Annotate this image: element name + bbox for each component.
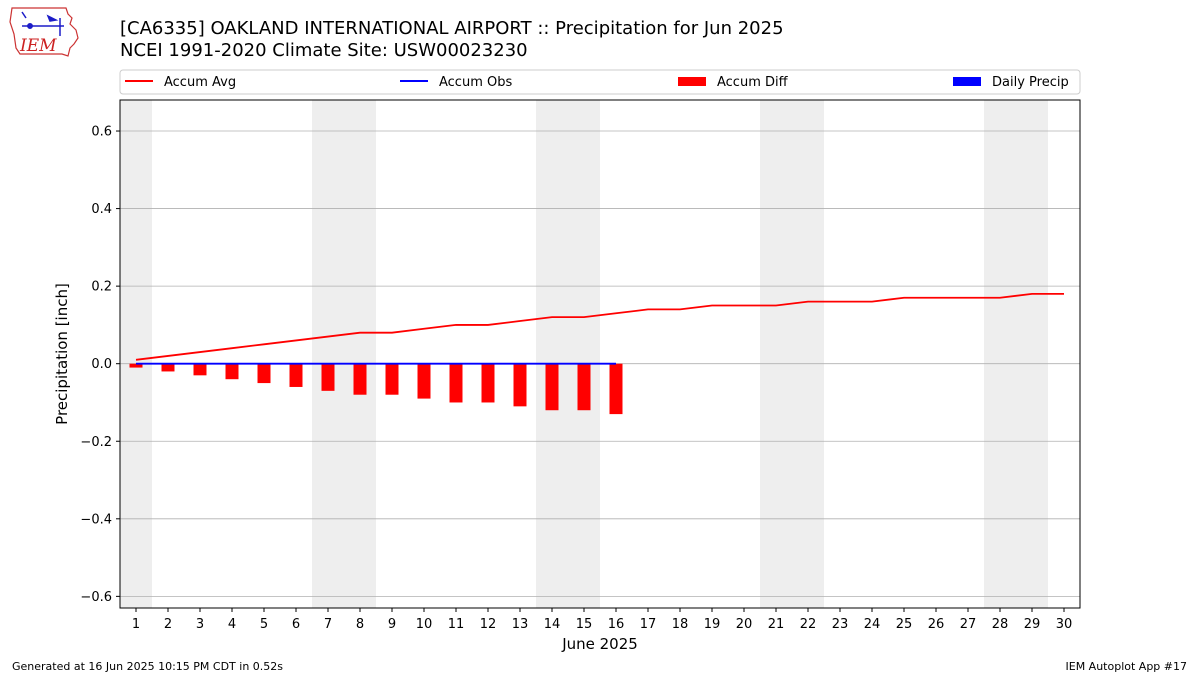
app-label: IEM Autoplot App #17 <box>1065 660 1188 673</box>
y-axis-ticks: −0.6 −0.4 −0.2 0.0 0.2 0.4 0.6 <box>80 125 120 605</box>
legend-label-3: Daily Precip <box>992 75 1069 90</box>
x-tick-label-3: 3 <box>196 617 204 632</box>
y-tick-label-6: 0.6 <box>91 125 112 140</box>
accum-diff-bar-5 <box>257 363 271 384</box>
x-tick-label-7: 7 <box>324 617 332 632</box>
accum-diff-bar-3 <box>193 363 207 376</box>
accum-diff-bar-4 <box>225 363 239 380</box>
plot-frame <box>119 99 1081 609</box>
y-tick-label-0: −0.6 <box>80 590 112 605</box>
legend-box <box>119 69 1081 95</box>
accum-diff-bar-6 <box>289 363 303 387</box>
y-tick-label-3: 0.0 <box>91 357 112 372</box>
x-tick-label-15: 15 <box>576 617 593 632</box>
iem-logo-icon: IEM <box>9 7 79 57</box>
x-tick-label-1: 1 <box>132 617 140 632</box>
x-tick-label-14: 14 <box>544 617 561 632</box>
x-tick-label-12: 12 <box>480 617 497 632</box>
accum-diff-bar-8 <box>353 363 367 395</box>
legend: Accum Avg Accum Obs Accum Diff Daily Precip <box>119 69 1081 95</box>
y-tick-label-1: −0.4 <box>80 512 112 527</box>
x-tick-label-25: 25 <box>896 617 913 632</box>
accum-diff-bar-1 <box>129 363 143 368</box>
x-tick-label-24: 24 <box>864 617 881 632</box>
accum-diff-bar-14 <box>545 363 559 411</box>
y-tick-label-5: 0.4 <box>91 202 112 217</box>
x-tick-label-21: 21 <box>768 617 785 632</box>
x-tick-label-4: 4 <box>228 617 236 632</box>
accum-diff-bar-15 <box>577 363 591 411</box>
logo-text: IEM <box>19 36 57 56</box>
x-tick-label-6: 6 <box>292 617 300 632</box>
x-tick-label-28: 28 <box>992 617 1009 632</box>
x-tick-label-30: 30 <box>1056 617 1073 632</box>
x-tick-label-29: 29 <box>1024 617 1041 632</box>
x-tick-label-16: 16 <box>608 617 625 632</box>
x-tick-label-8: 8 <box>356 617 364 632</box>
series-lines <box>135 292 1064 365</box>
x-tick-label-20: 20 <box>736 617 753 632</box>
x-tick-label-17: 17 <box>640 617 657 632</box>
accum-avg-line <box>135 292 1064 361</box>
x-tick-label-23: 23 <box>832 617 849 632</box>
y-axis-label: Precipitation [inch] <box>53 283 71 425</box>
x-tick-label-22: 22 <box>800 617 817 632</box>
accum-diff-bar-13 <box>513 363 527 407</box>
legend-label-2: Accum Diff <box>717 75 789 90</box>
x-tick-label-26: 26 <box>928 617 945 632</box>
accum-diff-bar-7 <box>321 363 335 391</box>
weekend-band-4 <box>984 100 1048 608</box>
diff-bars <box>129 363 623 415</box>
x-axis-label: June 2025 <box>561 635 638 653</box>
weekend-shading <box>120 100 1048 608</box>
legend-swatch-3 <box>953 77 981 86</box>
weekend-band-2 <box>536 100 600 608</box>
x-axis-ticks: 1 2 3 4 5 6 7 8 9 10 11 12 13 14 15 16 17 18 19 20 21 22 23 24 2… <box>132 608 1072 632</box>
y-tick-label-4: 0.2 <box>91 280 112 295</box>
x-tick-label-11: 11 <box>448 617 465 632</box>
legend-swatch-2 <box>678 77 706 86</box>
accum-diff-bar-16 <box>609 363 623 415</box>
x-tick-label-5: 5 <box>260 617 268 632</box>
x-tick-label-2: 2 <box>164 617 172 632</box>
accum-diff-bar-2 <box>161 363 175 372</box>
x-tick-label-19: 19 <box>704 617 721 632</box>
weekend-band-0 <box>120 100 152 608</box>
accum-diff-bar-11 <box>449 363 463 403</box>
accum-diff-bar-10 <box>417 363 431 399</box>
x-tick-label-9: 9 <box>388 617 396 632</box>
x-tick-label-10: 10 <box>416 617 433 632</box>
x-tick-label-18: 18 <box>672 617 689 632</box>
x-tick-label-27: 27 <box>960 617 977 632</box>
x-tick-label-13: 13 <box>512 617 529 632</box>
legend-label-0: Accum Avg <box>164 75 236 90</box>
chart-subtitle: NCEI 1991-2020 Climate Site: USW00023230 <box>120 40 528 61</box>
y-tick-label-2: −0.2 <box>80 435 112 450</box>
legend-label-1: Accum Obs <box>439 75 512 90</box>
chart-title: [CA6335] OAKLAND INTERNATIONAL AIRPORT :… <box>120 18 784 39</box>
weekend-band-3 <box>760 100 824 608</box>
accum-diff-bar-9 <box>385 363 399 395</box>
accum-diff-bar-12 <box>481 363 495 403</box>
generated-timestamp: Generated at 16 Jun 2025 10:15 PM CDT in… <box>12 660 284 673</box>
weekend-band-1 <box>312 100 376 608</box>
